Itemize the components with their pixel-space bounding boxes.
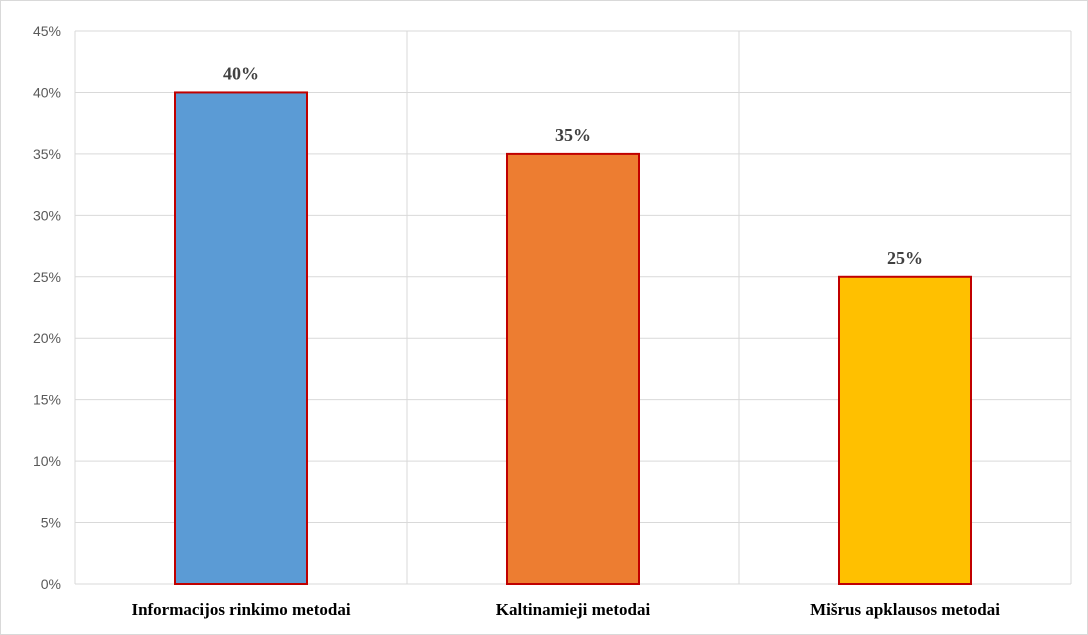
bar [174, 91, 308, 585]
x-category-label: Informacijos rinkimo metodai [131, 600, 350, 619]
y-tick-label: 45% [33, 23, 61, 39]
y-tick-label: 40% [33, 84, 61, 100]
y-tick-label: 20% [33, 330, 61, 346]
y-tick-label: 25% [33, 269, 61, 285]
data-labels: 40% 35% 25% [223, 63, 923, 267]
bars [174, 91, 972, 585]
y-tick-label: 15% [33, 392, 61, 408]
y-tick-label: 5% [41, 515, 61, 531]
y-tick-label: 35% [33, 146, 61, 162]
x-category-label: Mišrus apklausos metodai [810, 600, 1000, 619]
x-axis-category-labels: Informacijos rinkimo metodai Kaltinamieji… [131, 600, 1000, 619]
data-label: 40% [223, 63, 259, 83]
y-tick-label: 30% [33, 207, 61, 223]
bar [838, 275, 972, 585]
data-label: 35% [555, 125, 591, 145]
data-label: 25% [887, 248, 923, 268]
y-tick-label: 0% [41, 576, 61, 592]
y-axis-tick-labels: 0% 5% 10% 15% 20% 25% 30% 35% 40% 45% [33, 23, 61, 592]
x-category-label: Kaltinamieji metodai [496, 600, 651, 619]
bar [506, 152, 640, 585]
y-tick-label: 10% [33, 453, 61, 469]
